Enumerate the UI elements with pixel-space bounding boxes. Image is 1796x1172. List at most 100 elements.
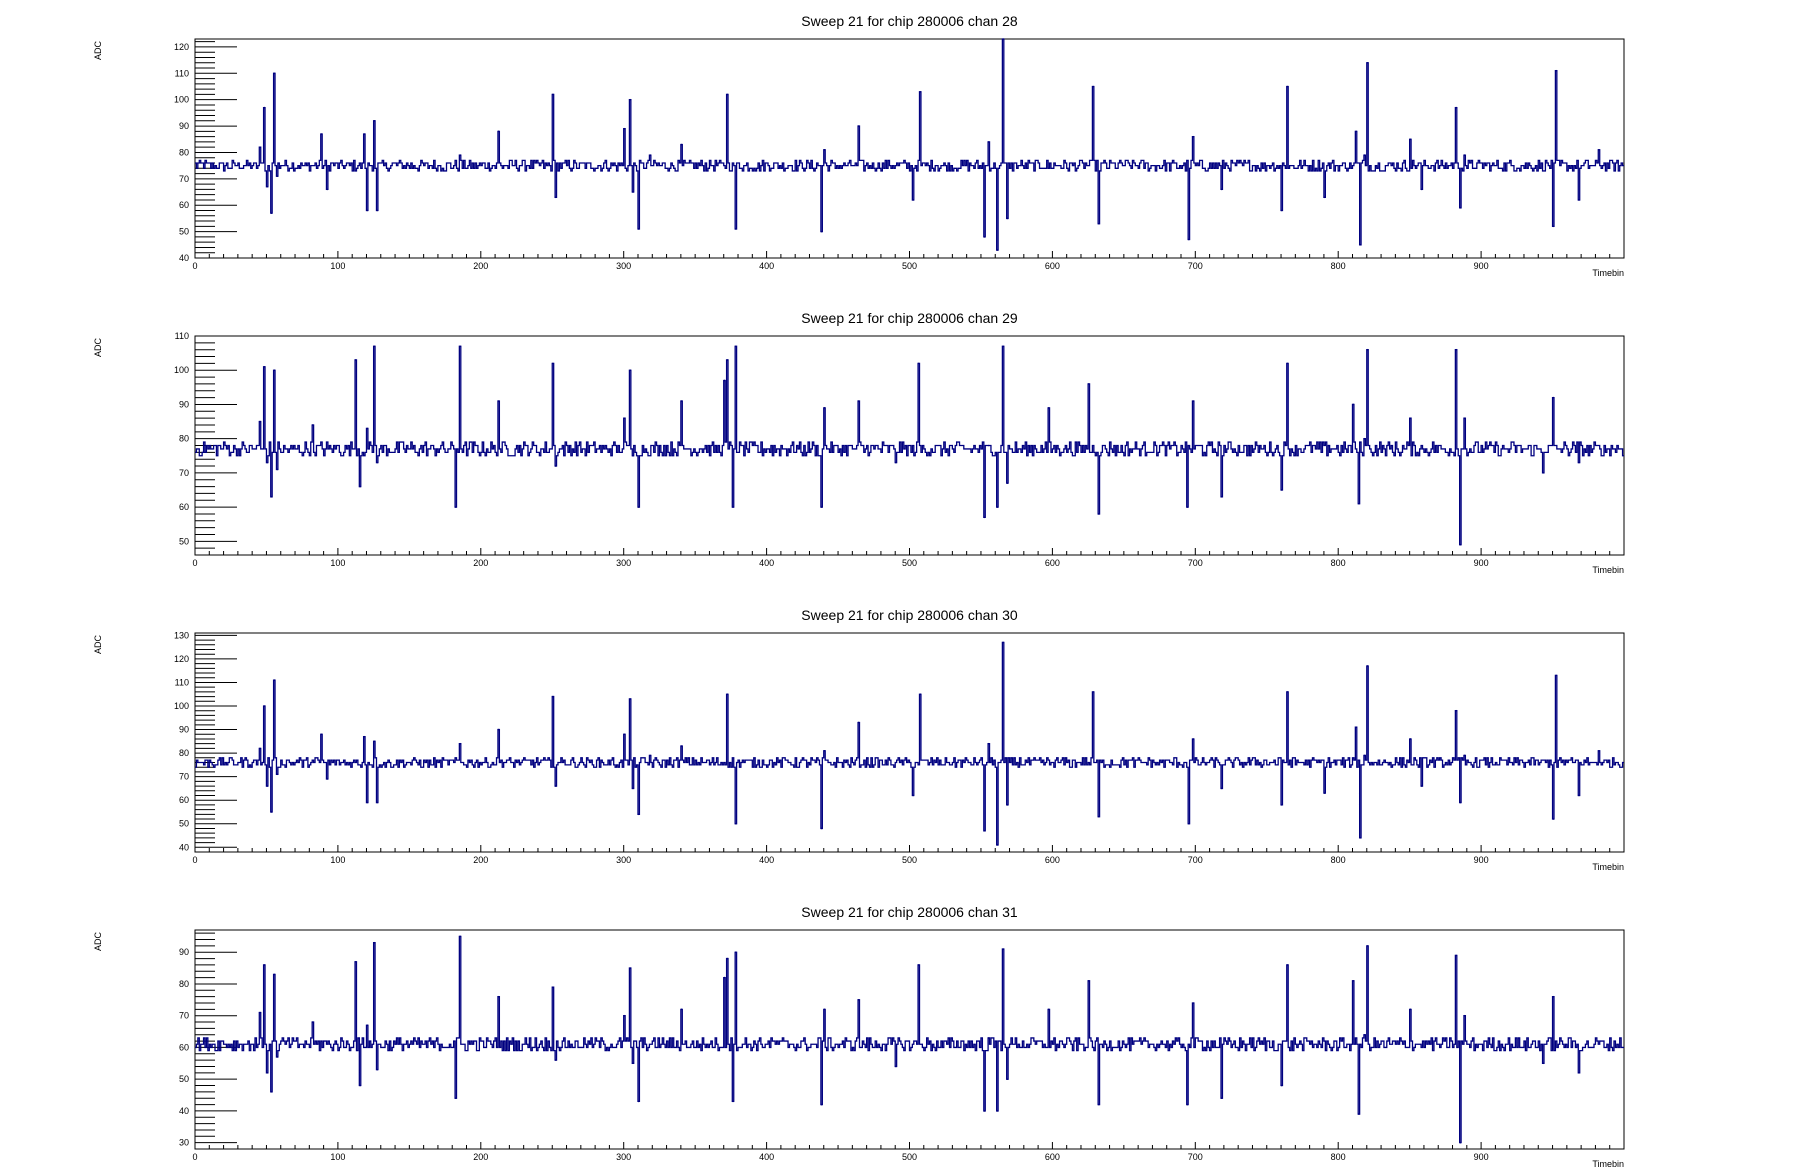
spike-point <box>629 369 631 372</box>
spike-point <box>820 1103 823 1106</box>
spike-point <box>266 1072 268 1074</box>
spike-point <box>1463 417 1466 419</box>
spike-point <box>726 957 729 960</box>
spike-point <box>1366 945 1369 947</box>
y-tick-label: 60 <box>179 1042 189 1052</box>
spike-point <box>1098 513 1100 515</box>
y-tick-label: 50 <box>179 227 189 237</box>
y-tick-label: 60 <box>179 200 189 210</box>
x-tick-label: 900 <box>1474 261 1489 271</box>
y-tick-label: 40 <box>179 253 189 263</box>
spike-point <box>632 787 634 790</box>
spike-point <box>1002 641 1004 644</box>
spike-point <box>354 960 357 963</box>
spike-point <box>1286 964 1289 966</box>
y-axis-label: ADC <box>93 932 103 952</box>
x-tick-label: 0 <box>192 855 197 865</box>
y-tick-label: 80 <box>179 748 189 758</box>
spike-point <box>1455 106 1457 109</box>
spike-point <box>273 973 276 976</box>
spike-point <box>919 693 922 696</box>
spike-point <box>912 794 914 797</box>
y-tick-label: 110 <box>175 677 189 687</box>
spike-point <box>996 249 999 251</box>
y-tick-label: 60 <box>179 795 189 805</box>
spike-point <box>735 345 737 348</box>
spike-point <box>1459 543 1462 546</box>
x-tick-label: 100 <box>330 558 345 568</box>
spike-point <box>1358 1113 1360 1115</box>
spike-point <box>1409 138 1412 141</box>
y-tick-label: 110 <box>175 68 189 78</box>
spike-point <box>1188 822 1190 825</box>
spike-point <box>988 141 990 143</box>
x-tick-label: 600 <box>1045 261 1060 271</box>
spike-point <box>1192 1002 1194 1004</box>
spike-point <box>1323 792 1326 794</box>
spike-point <box>1463 154 1466 156</box>
spike-point <box>983 830 986 832</box>
spike-point <box>359 1084 361 1087</box>
spike-point <box>623 417 626 419</box>
x-tick-label: 700 <box>1188 855 1203 865</box>
spike-point <box>1578 1072 1580 1074</box>
spike-point <box>1328 1043 1330 1046</box>
spike-point <box>266 785 268 787</box>
x-tick-label: 900 <box>1474 855 1489 865</box>
y-tick-label: 90 <box>179 121 189 131</box>
spike-point <box>376 209 378 212</box>
x-tick-label: 200 <box>473 855 488 865</box>
spike-point <box>1552 818 1555 820</box>
spike-point <box>1002 345 1004 348</box>
spike-point <box>857 125 860 127</box>
spike-point <box>1006 804 1009 806</box>
spike-point <box>895 1065 897 1068</box>
spike-point <box>1363 1033 1366 1036</box>
spike-point <box>1359 837 1362 839</box>
spike-point <box>632 454 634 457</box>
x-axis-label: Timebin <box>1592 268 1624 278</box>
x-tick-label: 200 <box>473 558 488 568</box>
spike-point <box>1092 85 1094 88</box>
spike-point <box>497 995 500 998</box>
spike-point <box>996 1110 999 1112</box>
spike-point <box>629 967 631 969</box>
spike-point <box>1358 502 1360 505</box>
y-tick-label: 40 <box>179 842 189 852</box>
spike-point <box>555 196 557 199</box>
spike-point <box>259 747 261 750</box>
spike-point <box>1006 482 1009 484</box>
x-tick-label: 600 <box>1045 855 1060 865</box>
y-tick-label: 60 <box>179 502 189 512</box>
spike-point <box>732 506 734 508</box>
spike-point <box>363 133 366 135</box>
spike-point <box>726 693 729 696</box>
spike-point <box>917 362 920 365</box>
chart-panel: Sweep 21 for chip 280006 chan 30 ADC Timeb… <box>93 607 1625 872</box>
spike-point <box>552 986 554 988</box>
spike-point <box>263 964 266 966</box>
y-tick-label: 80 <box>179 147 189 157</box>
spike-point <box>623 1014 626 1017</box>
spike-point <box>273 679 276 681</box>
spike-point <box>552 93 554 96</box>
spike-point <box>376 801 378 804</box>
spike-point <box>1409 738 1412 740</box>
spike-point <box>263 365 266 368</box>
spike-point <box>988 742 990 745</box>
spike-point <box>1098 1103 1100 1106</box>
spike-point <box>263 705 266 707</box>
spike-point <box>270 811 273 813</box>
spike-point <box>259 420 261 423</box>
spike-point <box>823 149 826 151</box>
y-tick-label: 100 <box>174 701 189 711</box>
spike-point <box>857 400 860 402</box>
x-tick-label: 100 <box>330 261 345 271</box>
spike-point <box>1002 38 1004 40</box>
y-tick-label: 130 <box>174 630 189 640</box>
x-tick-label: 300 <box>616 558 631 568</box>
adc-trace-line <box>195 935 1624 1144</box>
x-tick-label: 800 <box>1331 558 1346 568</box>
spike-point <box>354 359 357 361</box>
spike-point <box>1455 709 1457 712</box>
